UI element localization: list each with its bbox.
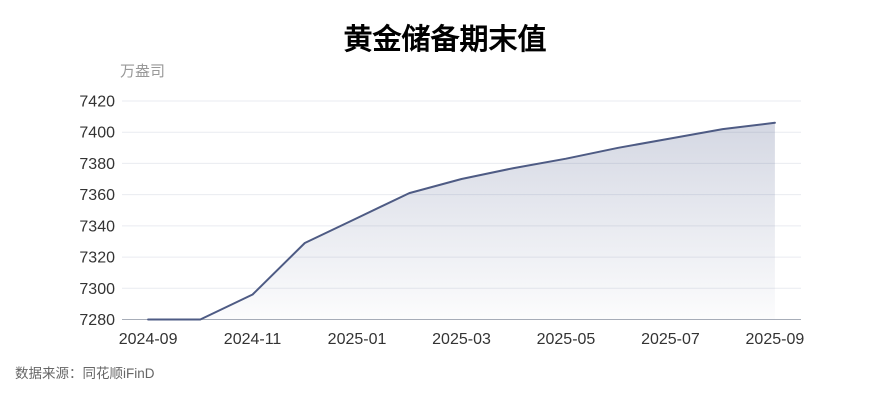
y-axis-tick-label: 7400 <box>79 125 115 142</box>
y-axis-tick-label: 7280 <box>79 312 115 329</box>
y-axis-tick-label: 7380 <box>79 156 115 173</box>
y-axis-tick-label: 7300 <box>79 281 115 298</box>
y-axis-tick-label: 7420 <box>79 94 115 111</box>
chart-title: 黄金储备期末值 <box>343 24 547 56</box>
x-axis-tick-label: 2025-07 <box>641 331 700 348</box>
x-axis-tick-label: 2024-09 <box>119 331 178 348</box>
x-axis-tick-label: 2025-01 <box>328 331 387 348</box>
y-axis-tick-label: 7340 <box>79 218 115 235</box>
y-axis-tick-label: 7360 <box>79 187 115 204</box>
y-axis-tick-label: 7320 <box>79 250 115 267</box>
x-axis-tick-label: 2025-09 <box>746 331 805 348</box>
x-axis-tick-label: 2024-11 <box>224 331 282 348</box>
area-fill <box>148 122 775 320</box>
x-axis-tick-label: 2025-03 <box>432 331 491 348</box>
data-source-label: 数据来源：同花顺iFinD <box>15 366 155 381</box>
y-axis-unit-label: 万盎司 <box>120 63 166 80</box>
series-line <box>147 121 776 321</box>
x-axis-tick-label: 2025-05 <box>537 331 596 348</box>
